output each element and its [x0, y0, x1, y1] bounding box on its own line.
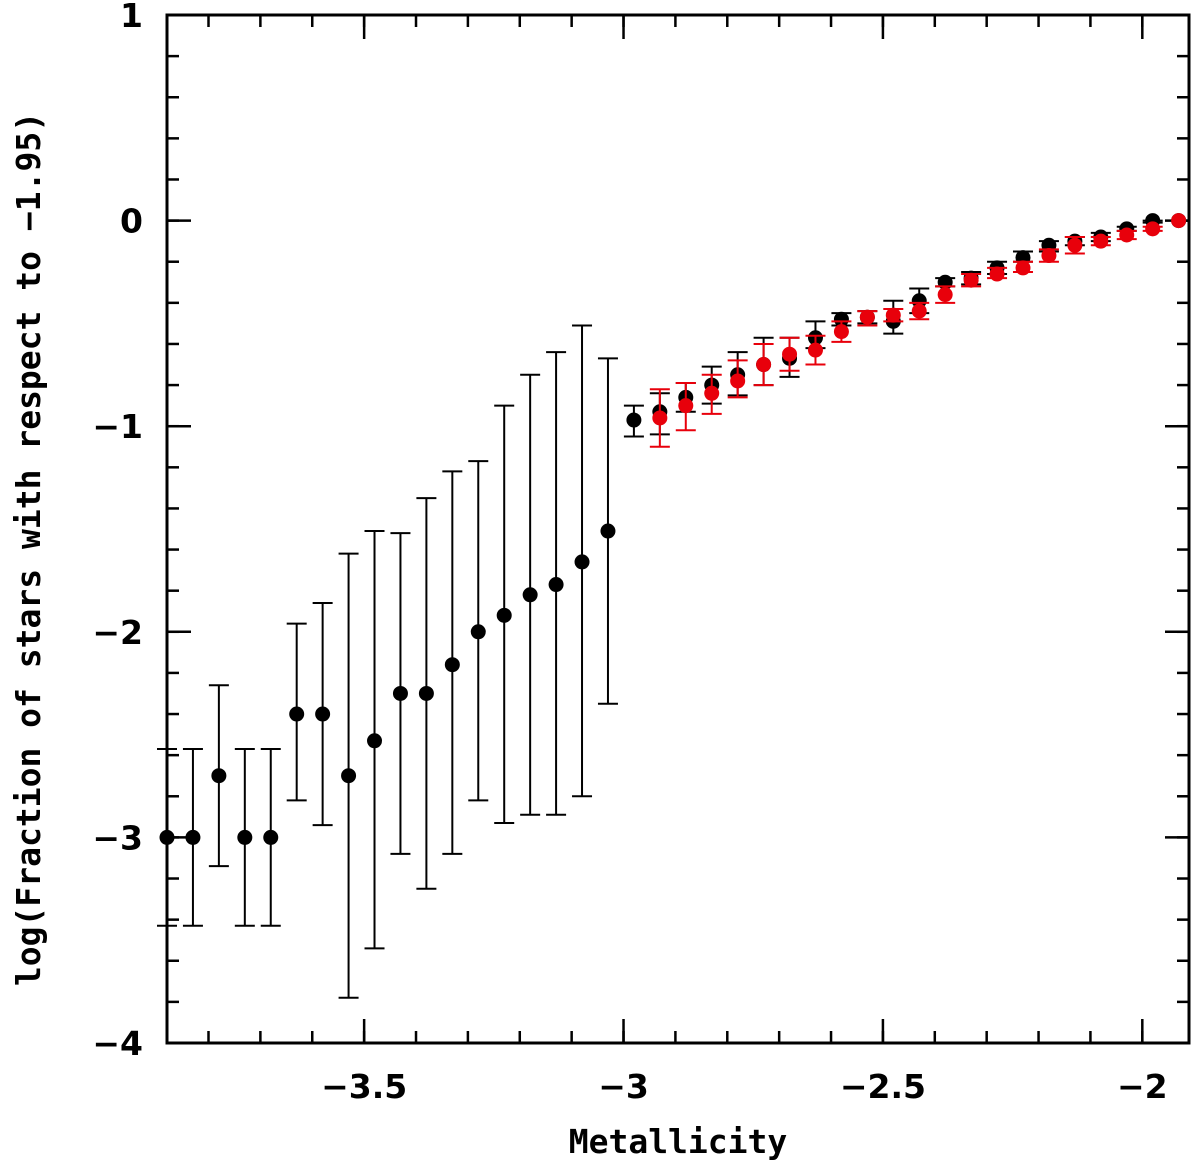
data-point: [418, 685, 434, 701]
x-tick-labels: −3.5 −3 −2.5 −2: [321, 1067, 1168, 1106]
data-point: [1145, 221, 1161, 237]
x-tick-label: −2.5: [840, 1067, 926, 1106]
data-point: [470, 624, 486, 640]
data-point: [807, 342, 823, 358]
minor-ticks: [167, 13, 1189, 1045]
data-point: [626, 412, 642, 428]
x-tick-label: −3.5: [321, 1067, 407, 1106]
data-point: [263, 829, 279, 845]
y-tick-label: −2: [92, 613, 143, 652]
data-point: [730, 373, 746, 389]
data-point: [911, 293, 927, 309]
data-point: [367, 733, 383, 749]
x-axis-title: Metallicity: [569, 1122, 788, 1161]
data-point: [756, 357, 772, 373]
data-point: [574, 554, 590, 570]
plot-area: [157, 213, 1187, 999]
major-ticks: [167, 13, 1189, 1045]
data-point: [237, 829, 253, 845]
data-point: [1119, 227, 1135, 243]
plot-frame: [165, 13, 1191, 1045]
y-axis-title: log(Fraction of stars with respect to −1…: [9, 112, 48, 986]
data-point: [911, 303, 927, 319]
y-tick-label: −3: [92, 818, 143, 857]
y-tick-label: 1: [120, 0, 143, 35]
data-point: [496, 607, 512, 623]
data-point: [341, 768, 357, 784]
data-point: [1093, 233, 1109, 249]
y-tick-label: −1: [92, 407, 143, 446]
data-point: [704, 385, 720, 401]
data-point: [652, 410, 668, 426]
y-tick-labels: −4 −3 −2 −1 0 1: [92, 0, 143, 1063]
data-point: [1171, 213, 1187, 229]
data-point: [937, 287, 953, 303]
data-point: [289, 706, 305, 722]
data-point: [1041, 248, 1057, 264]
x-tick-label: −2: [1117, 1067, 1168, 1106]
data-point: [859, 309, 875, 325]
data-point: [315, 706, 331, 722]
data-point: [963, 272, 979, 288]
data-point: [782, 346, 798, 362]
data-point: [678, 398, 694, 414]
series-1: [649, 213, 1187, 448]
data-point: [522, 587, 538, 603]
data-point: [444, 657, 460, 673]
data-point: [989, 266, 1005, 282]
data-point: [1067, 237, 1083, 253]
data-point: [185, 829, 201, 845]
data-point: [392, 685, 408, 701]
x-tick-label: −3: [598, 1067, 649, 1106]
data-point: [600, 523, 616, 539]
data-point: [548, 577, 564, 593]
data-point: [1015, 260, 1031, 276]
data-point: [833, 324, 849, 340]
data-point: [833, 311, 849, 327]
y-tick-label: 0: [120, 202, 143, 241]
y-tick-label: −4: [92, 1024, 143, 1063]
data-point: [885, 307, 901, 323]
data-point: [211, 768, 227, 784]
series-0: [157, 213, 1187, 999]
